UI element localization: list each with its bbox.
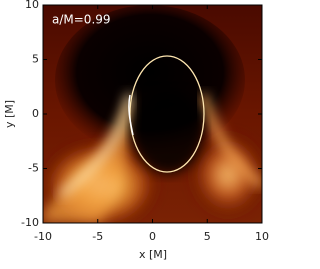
x-axis-label: x [M] [139,248,167,261]
x-tick-label: 10 [255,230,269,243]
y-tick-label: 0 [32,107,39,120]
x-tick-label: -5 [92,230,103,243]
annotation: a/M=0.99 [52,13,111,27]
y-tick-label: -5 [28,162,39,175]
y-axis-label: y [M] [3,100,16,128]
image [43,5,262,223]
y-tick-label: -10 [21,216,39,229]
x-tick-label: 0 [149,230,156,243]
chart: a/M=0.99 x [M] y [M] -10 -5 0 5 10 -10 -5 0 5 10 [3,0,269,261]
x-tick-label: -10 [34,230,52,243]
y-tick-label: 10 [25,0,39,11]
x-tick-label: 5 [204,230,211,243]
y-tick-label: 5 [32,53,39,66]
